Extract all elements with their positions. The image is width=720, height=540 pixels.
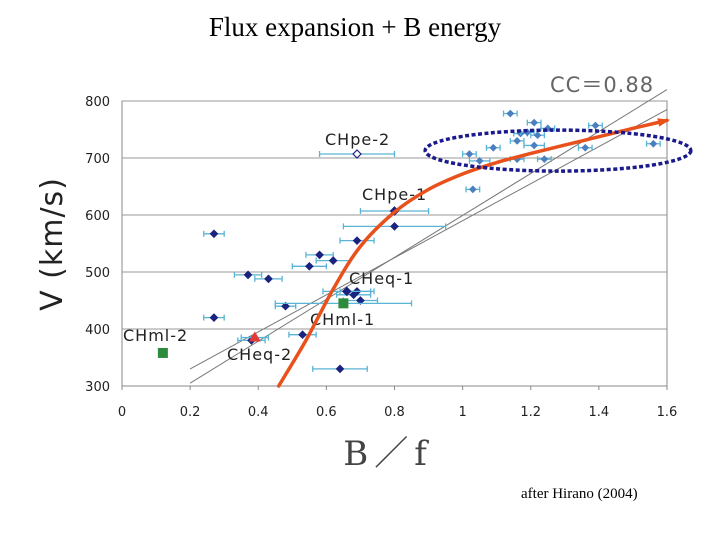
regression-line	[189, 109, 668, 370]
point-label: CHeq-1	[349, 269, 414, 288]
point-label: CHpe-2	[325, 130, 390, 149]
point-label: CHml-2	[123, 326, 188, 345]
source-credit: after Hirano (2004)	[521, 486, 638, 502]
y-tick-label: 800	[85, 95, 110, 110]
data-point	[335, 364, 345, 374]
x-tick-label: 0.4	[248, 405, 269, 420]
data-point	[298, 330, 307, 340]
data-point	[591, 121, 600, 130]
x-tick-label: 0.8	[384, 405, 405, 420]
data-point	[468, 185, 477, 194]
x-tick-label: 1.4	[589, 405, 610, 420]
x-tick-label: 1.6	[657, 405, 678, 420]
labeled-point-marker	[248, 331, 261, 342]
data-point	[530, 141, 539, 150]
data-point	[352, 236, 362, 245]
data-point	[243, 270, 253, 280]
data-point	[540, 155, 549, 163]
point-label: CHml-1	[310, 310, 375, 329]
y-tick-label: 600	[85, 209, 110, 224]
labeled-point-marker	[157, 347, 168, 358]
labeled-point-marker	[338, 298, 349, 309]
x-tick-label: 1	[458, 405, 466, 420]
page-title: Flux expansion + B energy	[208, 12, 502, 42]
data-point	[581, 143, 590, 152]
labeled-point-marker	[341, 286, 352, 297]
x-tick-label: 1.2	[520, 405, 541, 420]
data-point	[209, 229, 219, 239]
data-point	[465, 150, 474, 158]
data-point	[209, 313, 219, 322]
y-tick-label: 300	[85, 380, 110, 395]
data-point	[543, 124, 552, 133]
fit-curve-arrowhead	[657, 118, 670, 127]
data-point	[315, 250, 324, 260]
data-point	[328, 256, 338, 265]
data-point	[533, 131, 542, 140]
data-point	[390, 222, 399, 231]
x-tick-label: 0.2	[180, 405, 201, 420]
data-point	[489, 143, 498, 152]
data-point	[530, 118, 539, 127]
correlation-label: CC＝0.88	[550, 73, 654, 97]
data-point	[513, 137, 521, 145]
x-axis-label: B／f	[343, 434, 433, 474]
fit-curve	[276, 118, 669, 388]
data-point	[281, 301, 290, 311]
y-axis-label: V (km/s)	[35, 177, 70, 311]
point-label: CHeq-2	[227, 345, 292, 364]
data-point	[475, 157, 484, 165]
data-point	[304, 261, 314, 271]
x-tick-label: 0	[118, 405, 126, 420]
data-point	[649, 139, 658, 148]
data-point	[506, 109, 515, 118]
x-tick-label: 0.6	[316, 405, 337, 420]
plot-area	[121, 100, 668, 387]
highlight-ellipse	[423, 128, 693, 173]
data-point	[264, 274, 273, 284]
y-tick-label: 400	[85, 323, 110, 338]
labeled-point-marker	[352, 149, 362, 159]
y-tick-label: 700	[85, 152, 110, 167]
y-tick-label: 500	[85, 266, 110, 281]
